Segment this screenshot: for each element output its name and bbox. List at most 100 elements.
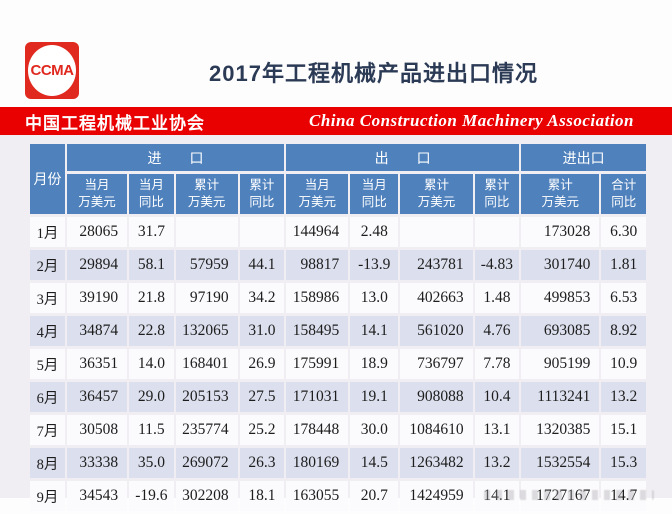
cell-export-cumulative-value [400,217,473,247]
cell-total-cumulative-value: 1532554 [521,448,600,478]
cell-total-yoy: 6.53 [601,283,646,313]
month-cell: 5月 [30,349,65,379]
cell-export-cumulative-yoy: 10.4 [474,382,520,412]
cell-total-yoy: 6.30 [601,217,646,247]
cell-import-cumulative-yoy: 25.2 [239,415,285,445]
cell-export-current-value: 175991 [286,349,349,379]
cell-export-current-value: 144964 [286,217,349,247]
page-title: 2017年工程机械产品进出口情况 [209,61,538,86]
cell-import-current-value: 36351 [66,349,128,379]
cell-import-current-yoy: 14.0 [129,349,174,379]
table-row: 8月 33338 35.0 269072 26.3 180169 14.5 12… [30,448,646,478]
sub-header-row: 当月 万美元 当月 同比 累计 万美元 累计 同比 当月 万美元 当月 同比 累计 万美元累… [30,174,646,214]
cell-import-current-yoy: 29.0 [129,382,174,412]
table-row: 1月 28065 31.7 144964 2.48 173028 6.30 [30,217,646,247]
cell-import-cumulative-value: 132065 [175,316,238,346]
cell-export-cumulative-yoy: 1.48 [474,283,520,313]
cell-export-cumulative-yoy: 13.1 [474,415,520,445]
cell-export-current-yoy: 19.1 [350,382,399,412]
cell-import-cumulative-value: 97190 [175,283,238,313]
table-body: 1月 28065 31.7 144964 2.48 173028 6.30 2月… [30,217,646,511]
cell-import-current-yoy: 11.5 [129,415,174,445]
cell-export-current-yoy: 14.5 [350,448,399,478]
sub-header-cell: 当月 万美元 [66,174,128,214]
cell-import-cumulative-yoy: 26.3 [239,448,285,478]
month-cell: 9月 [30,481,65,511]
month-cell: 2月 [30,250,65,280]
cell-export-current-value: 163055 [286,481,349,511]
cell-import-current-yoy: -19.6 [129,481,174,511]
ccma-logo: CCMA [25,42,79,99]
cell-import-current-yoy: 35.0 [129,448,174,478]
cell-export-cumulative-value: 1424959 [400,481,473,511]
cell-import-current-value: 34874 [66,316,128,346]
cell-export-cumulative-yoy: 4.76 [474,316,520,346]
month-cell: 8月 [30,448,65,478]
cell-export-cumulative-value: 561020 [400,316,473,346]
sub-header-cell: 累计 万美元 [400,174,473,214]
cell-export-current-yoy: -13.9 [350,250,399,280]
cell-export-current-yoy: 18.9 [350,349,399,379]
association-banner: 中国工程机械工业协会 China Construction Machinery … [0,107,672,135]
month-cell: 1月 [30,217,65,247]
month-column-header: 月份 [30,144,65,214]
cell-import-cumulative-yoy: 27.5 [239,382,285,412]
cell-export-current-yoy: 13.0 [350,283,399,313]
sub-header-cell: 合计 同比 [601,174,646,214]
table-area: 月份 进 口 出 口 进出口 当月 万美元 当月 同比 累计 万美元 累计 同比 当月 … [0,135,672,511]
association-name-en: China Construction Machinery Association [309,111,634,130]
group-header-row: 月份 进 口 出 口 进出口 [30,144,646,214]
cell-export-current-value: 178448 [286,415,349,445]
cell-import-cumulative-value: 205153 [175,382,238,412]
cell-total-cumulative-value: 1320385 [521,415,600,445]
cell-import-cumulative-yoy [239,217,285,247]
cell-import-cumulative-value: 269072 [175,448,238,478]
cell-export-current-value: 171031 [286,382,349,412]
sub-header-cell: 当月 万美元 [286,174,349,214]
cell-total-cumulative-value: 173028 [521,217,600,247]
month-cell: 7月 [30,415,65,445]
cell-total-yoy: 15.1 [601,415,646,445]
sub-header-cell: 累计 同比 [474,174,520,214]
cell-import-cumulative-yoy: 26.9 [239,349,285,379]
cell-export-cumulative-yoy: 7.78 [474,349,520,379]
cell-total-yoy: 10.9 [601,349,646,379]
export-group-header: 出 口 [286,144,520,171]
watermark [484,490,654,500]
cell-export-cumulative-value: 908088 [400,382,473,412]
cell-import-current-yoy: 58.1 [129,250,174,280]
table-row: 2月 29894 58.1 57959 44.1 98817 -13.9 243… [30,250,646,280]
cell-import-current-value: 30508 [66,415,128,445]
cell-import-current-value: 39190 [66,283,128,313]
total-group-header: 进出口 [521,144,646,171]
table-row: 5月 36351 14.0 168401 26.9 175991 18.9 73… [30,349,646,379]
cell-export-current-value: 98817 [286,250,349,280]
cell-export-cumulative-value: 1084610 [400,415,473,445]
cell-total-cumulative-value: 905199 [521,349,600,379]
cell-total-yoy: 15.3 [601,448,646,478]
month-cell: 4月 [30,316,65,346]
ccma-logo-text: CCMA [30,62,75,79]
cell-import-cumulative-value: 302208 [175,481,238,511]
month-cell: 6月 [30,382,65,412]
cell-export-current-value: 180169 [286,448,349,478]
cell-import-cumulative-value: 168401 [175,349,238,379]
cell-total-cumulative-value: 301740 [521,250,600,280]
cell-import-current-value: 28065 [66,217,128,247]
table-row: 7月 30508 11.5 235774 25.2 178448 30.0 10… [30,415,646,445]
cell-import-cumulative-yoy: 44.1 [239,250,285,280]
cell-total-cumulative-value: 1113241 [521,382,600,412]
cell-export-current-value: 158495 [286,316,349,346]
table-row: 4月 34874 22.8 132065 31.0 158495 14.1 56… [30,316,646,346]
import-export-table: 月份 进 口 出 口 进出口 当月 万美元 当月 同比 累计 万美元 累计 同比 当月 … [28,141,648,514]
import-group-header: 进 口 [66,144,285,171]
cell-import-current-value: 33338 [66,448,128,478]
cell-import-current-yoy: 31.7 [129,217,174,247]
cell-export-cumulative-yoy: 13.2 [474,448,520,478]
cell-import-current-value: 34543 [66,481,128,511]
cell-export-current-value: 158986 [286,283,349,313]
cell-import-cumulative-yoy: 18.1 [239,481,285,511]
cell-total-yoy: 1.81 [601,250,646,280]
cell-export-current-yoy: 2.48 [350,217,399,247]
page-header: CCMA 2017年工程机械产品进出口情况 [0,0,672,107]
